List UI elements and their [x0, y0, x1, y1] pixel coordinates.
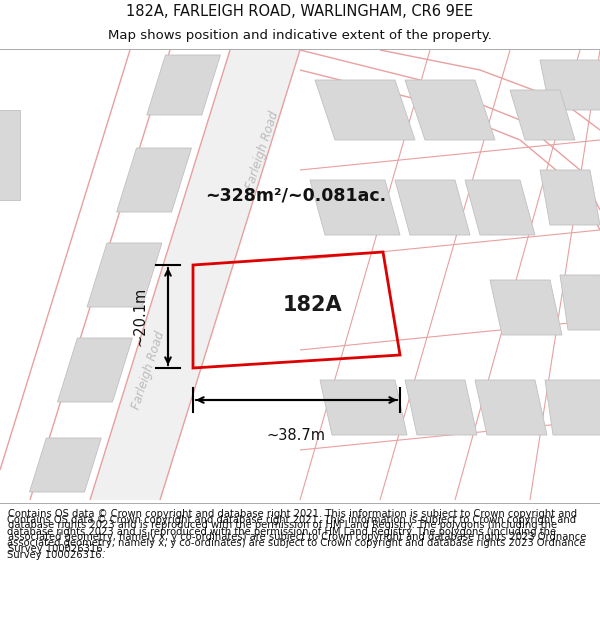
Polygon shape	[87, 243, 162, 307]
Text: ~38.7m: ~38.7m	[267, 428, 326, 443]
Polygon shape	[395, 180, 470, 235]
Text: ~328m²/~0.081ac.: ~328m²/~0.081ac.	[205, 186, 386, 204]
Polygon shape	[490, 280, 562, 335]
Polygon shape	[320, 380, 407, 435]
Polygon shape	[90, 50, 300, 500]
Text: 182A: 182A	[283, 295, 342, 315]
Text: Farleigh Road: Farleigh Road	[129, 329, 167, 411]
Polygon shape	[0, 110, 20, 200]
Polygon shape	[58, 338, 133, 402]
Polygon shape	[29, 438, 101, 492]
Polygon shape	[540, 60, 600, 110]
Polygon shape	[475, 380, 547, 435]
Text: Farleigh Road: Farleigh Road	[243, 109, 281, 191]
Polygon shape	[510, 90, 575, 140]
Polygon shape	[540, 170, 600, 225]
Polygon shape	[405, 80, 495, 140]
Text: ~20.1m: ~20.1m	[133, 287, 148, 346]
Text: Contains OS data © Crown copyright and database right 2021. This information is : Contains OS data © Crown copyright and d…	[8, 509, 586, 554]
Text: 182A, FARLEIGH ROAD, WARLINGHAM, CR6 9EE: 182A, FARLEIGH ROAD, WARLINGHAM, CR6 9EE	[127, 4, 473, 19]
Polygon shape	[560, 275, 600, 330]
Text: Contains OS data © Crown copyright and database right 2021. This information is : Contains OS data © Crown copyright and d…	[7, 515, 586, 560]
Polygon shape	[545, 380, 600, 435]
Polygon shape	[465, 180, 535, 235]
Polygon shape	[405, 380, 477, 435]
Polygon shape	[310, 180, 400, 235]
Polygon shape	[147, 55, 220, 115]
Polygon shape	[315, 80, 415, 140]
Polygon shape	[116, 148, 191, 212]
Text: Map shows position and indicative extent of the property.: Map shows position and indicative extent…	[108, 29, 492, 42]
